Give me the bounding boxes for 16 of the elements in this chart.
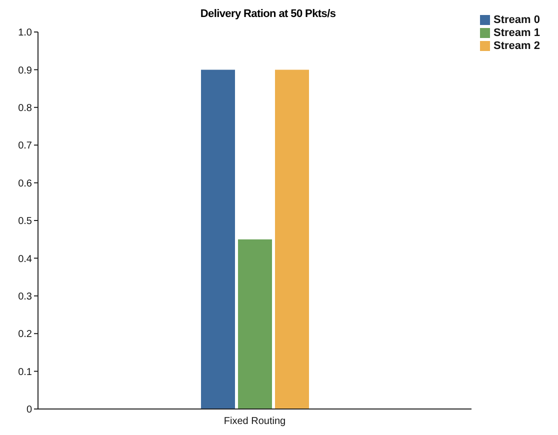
legend-label: Stream 1 bbox=[494, 27, 540, 39]
y-tick-label: 1.0 bbox=[18, 28, 32, 39]
y-tick-label: 0.7 bbox=[18, 140, 32, 152]
y-tick-label: 0.9 bbox=[18, 65, 32, 76]
legend-label: Stream 2 bbox=[494, 40, 540, 52]
y-tick-label: 0.6 bbox=[18, 178, 32, 190]
chart-title: Delivery Ration at 50 Pkts/s bbox=[200, 8, 336, 20]
y-tick-label: 0.8 bbox=[18, 102, 32, 114]
y-tick-label: 0.5 bbox=[18, 216, 32, 228]
y-tick-label: 0 bbox=[26, 404, 32, 416]
y-tick-label: 0.1 bbox=[18, 366, 32, 378]
y-tick-label: 0.2 bbox=[18, 329, 32, 340]
y-tick-label: 0.4 bbox=[18, 254, 32, 265]
legend-label: Stream 0 bbox=[494, 14, 540, 26]
x-tick-label: Fixed Routing bbox=[224, 416, 286, 428]
y-tick-label: 0.3 bbox=[18, 291, 32, 302]
